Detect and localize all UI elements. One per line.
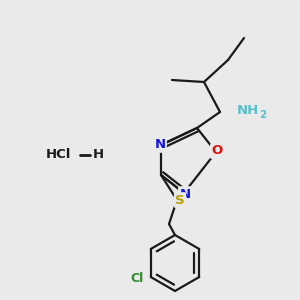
- Text: H: H: [92, 148, 104, 161]
- Text: NH: NH: [237, 103, 259, 116]
- Text: S: S: [175, 194, 185, 206]
- Text: HCl: HCl: [45, 148, 71, 161]
- Text: N: N: [154, 139, 166, 152]
- Text: 2: 2: [259, 110, 266, 120]
- Text: O: O: [212, 145, 223, 158]
- Text: Cl: Cl: [130, 272, 143, 286]
- Text: N: N: [179, 188, 191, 200]
